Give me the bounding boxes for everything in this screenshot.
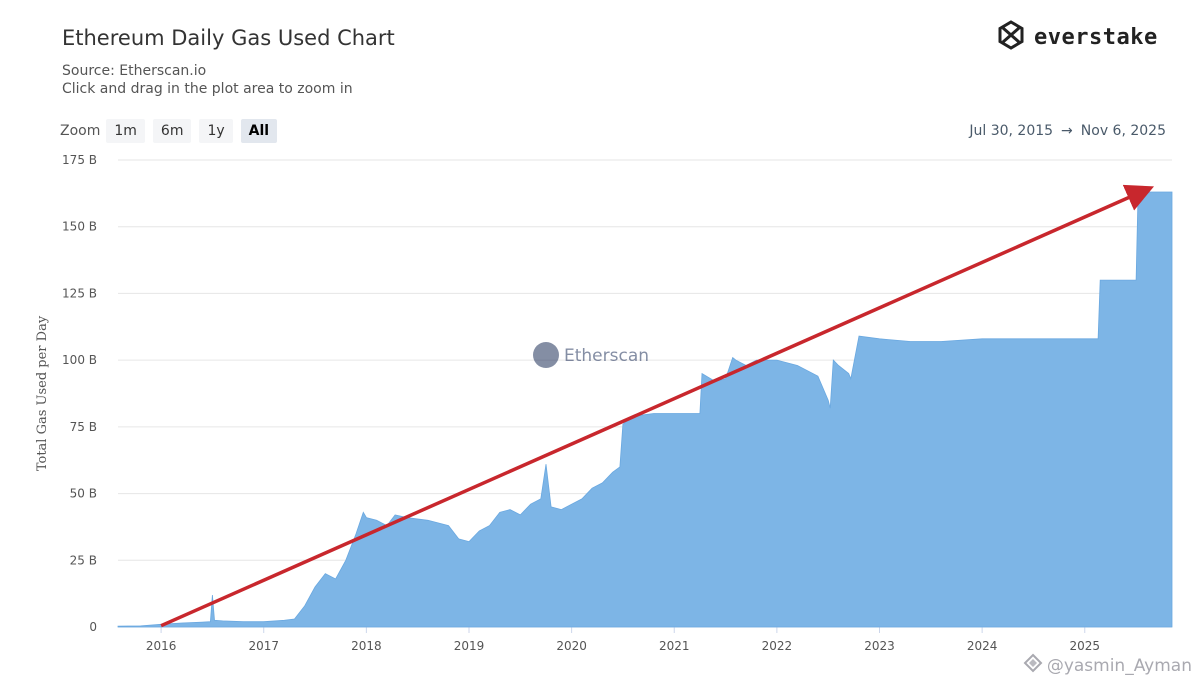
- range-to[interactable]: Nov 6, 2025: [1080, 123, 1166, 139]
- y-tick-label: 150 B: [62, 220, 97, 234]
- etherscan-watermark-text: Etherscan: [564, 346, 649, 366]
- trend-arrow: [160, 184, 1155, 628]
- chart-title: Ethereum Daily Gas Used Chart: [62, 26, 395, 50]
- zoom-all-button[interactable]: All: [240, 119, 278, 143]
- y-tick-label: 25 B: [70, 553, 97, 567]
- brand-logo: everstake: [996, 20, 1158, 54]
- everstake-logo-icon: [996, 20, 1026, 54]
- date-range[interactable]: Jul 30, 2015 → Nov 6, 2025: [969, 123, 1166, 139]
- x-tick-label: 2018: [351, 639, 382, 653]
- x-tick-label: 2019: [454, 639, 485, 653]
- y-tick-label: 50 B: [70, 487, 97, 501]
- x-tick-label: 2020: [556, 639, 587, 653]
- zoom-hint-text: Click and drag in the plot area to zoom …: [62, 81, 353, 97]
- brand-name: everstake: [1034, 24, 1158, 50]
- y-tick-label: 75 B: [70, 420, 97, 434]
- y-axis-label: Total Gas Used per Day: [35, 315, 50, 471]
- corner-watermark: @yasmin_Ayman: [1023, 653, 1192, 678]
- x-tick-label: 2023: [864, 639, 895, 653]
- gas-used-area[interactable]: [117, 191, 1173, 628]
- zoom-1m-button[interactable]: 1m: [106, 119, 145, 143]
- watermark-logo-icon: [1023, 653, 1043, 678]
- etherscan-watermark: Etherscan: [533, 342, 649, 368]
- x-tick-label: 2024: [967, 639, 998, 653]
- y-tick-label: 0: [89, 620, 97, 634]
- range-arrow: →: [1061, 123, 1073, 139]
- y-tick-label: 125 B: [62, 286, 97, 300]
- zoom-label: Zoom: [60, 123, 101, 139]
- etherscan-logo-icon: [533, 342, 559, 368]
- source-text: Source: Etherscan.io: [62, 63, 207, 79]
- watermark-handle: @yasmin_Ayman: [1046, 655, 1192, 676]
- range-from[interactable]: Jul 30, 2015: [969, 123, 1054, 139]
- y-tick-label: 175 B: [62, 153, 97, 167]
- zoom-controls: Zoom 1m 6m 1y All: [60, 119, 285, 143]
- y-tick-label: 100 B: [62, 353, 97, 367]
- zoom-1y-button[interactable]: 1y: [199, 119, 233, 143]
- x-tick-label: 2016: [146, 639, 177, 653]
- x-tick-label: 2021: [659, 639, 690, 653]
- x-tick-label: 2022: [762, 639, 793, 653]
- x-tick-label: 2025: [1069, 639, 1100, 653]
- zoom-6m-button[interactable]: 6m: [152, 119, 192, 143]
- x-tick-label: 2017: [248, 639, 279, 653]
